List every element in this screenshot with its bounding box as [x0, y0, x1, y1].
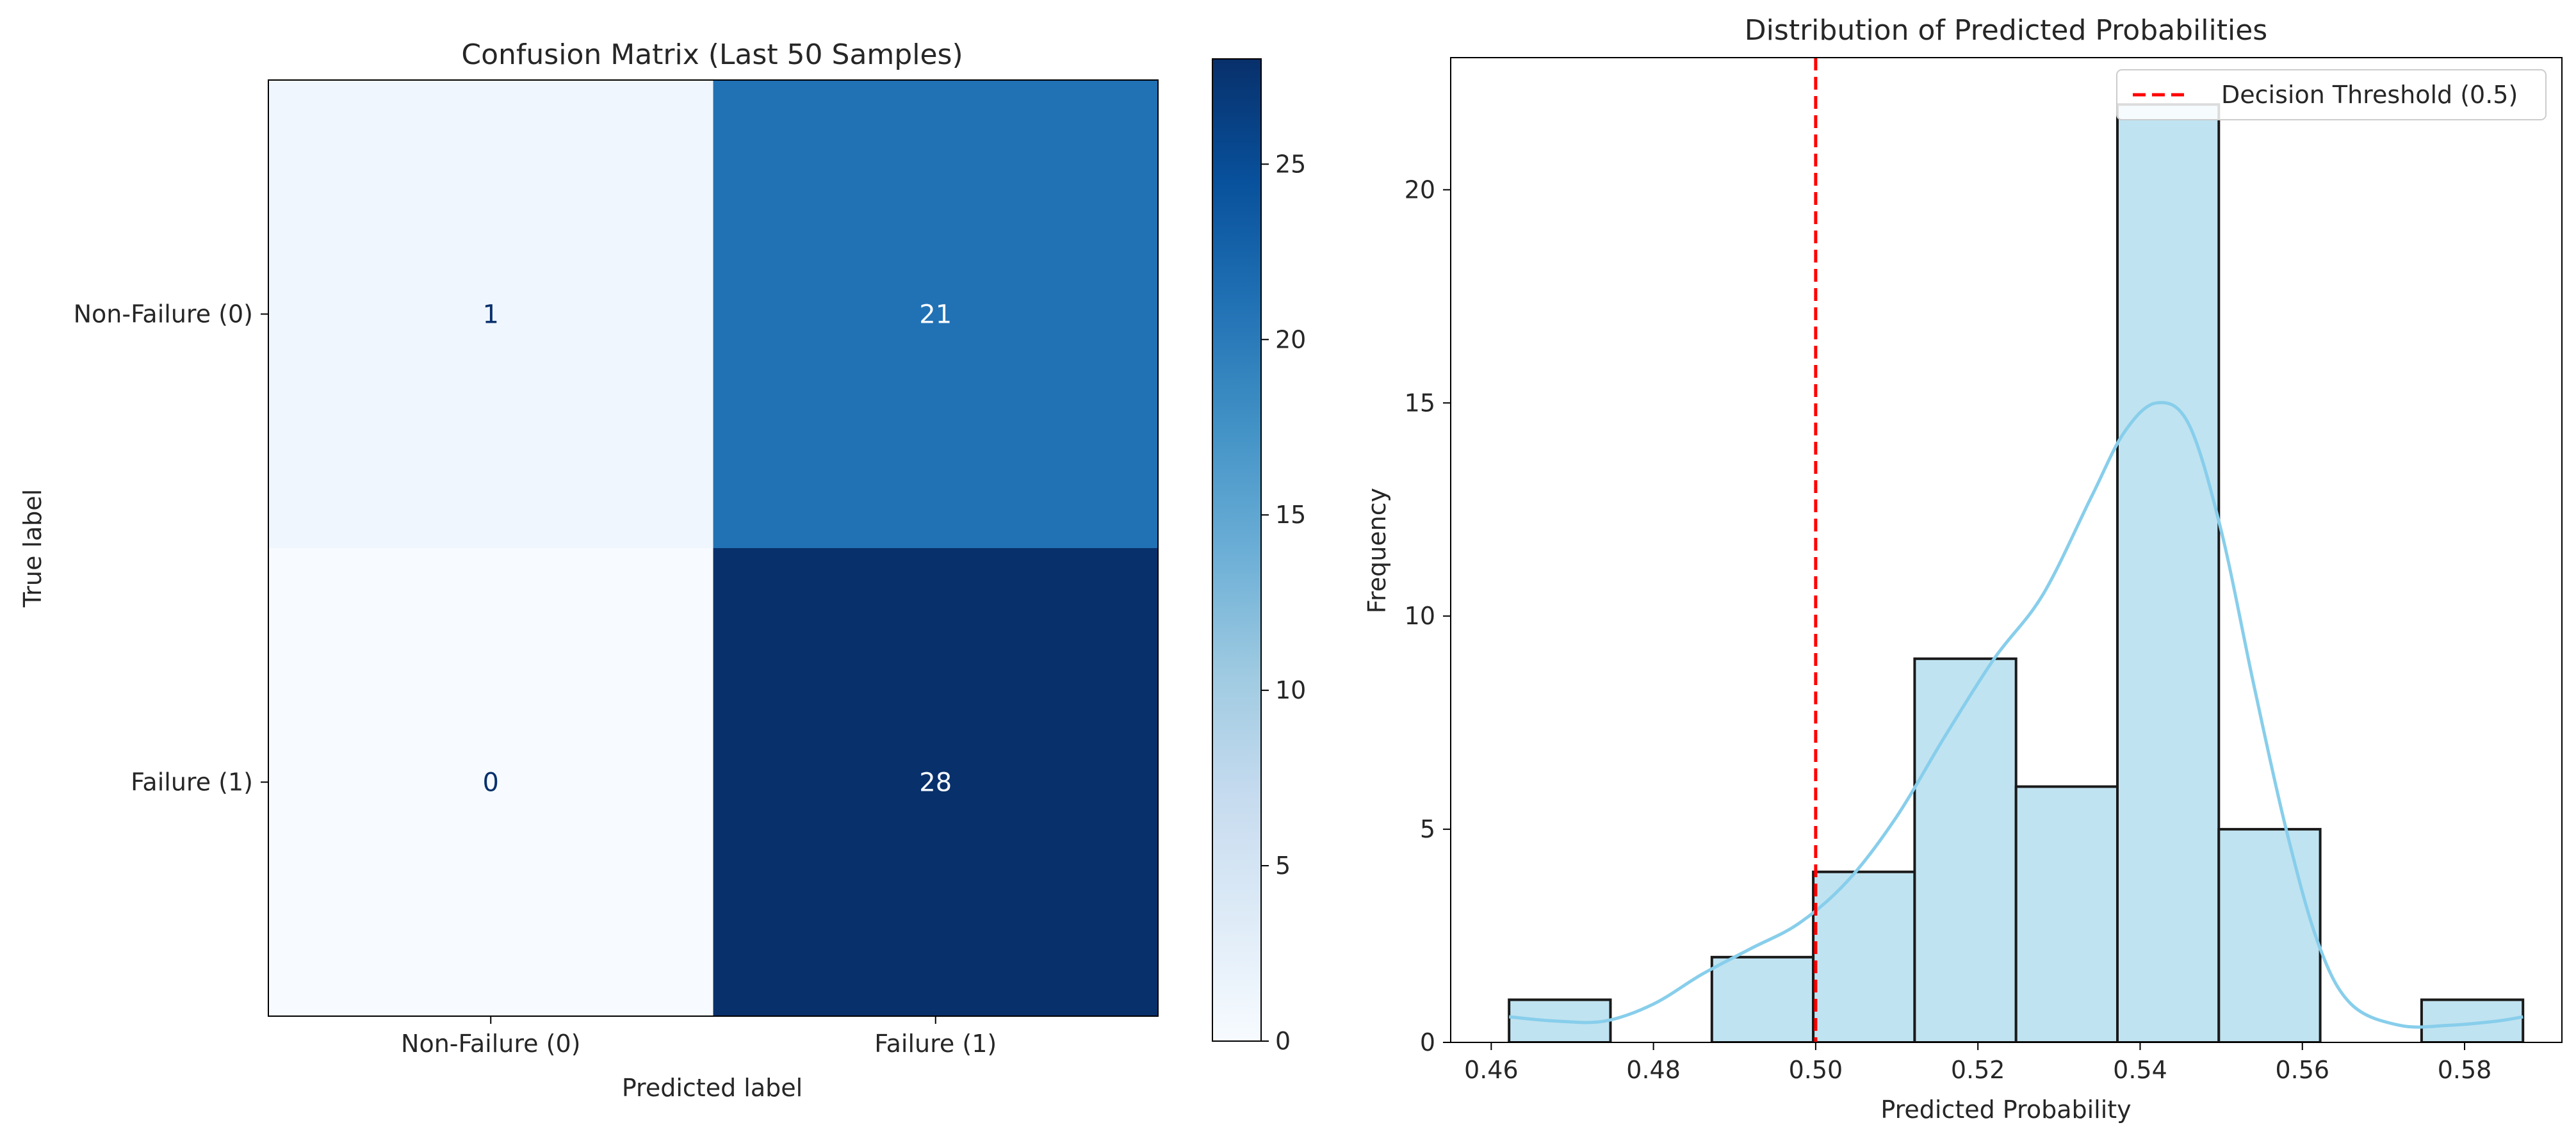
hist-bar	[1710, 955, 1815, 1042]
hist-y-tick-label: 20	[1405, 175, 1435, 204]
cm-cell-1-1	[713, 548, 1159, 1017]
cm-cell-1-0	[268, 548, 713, 1017]
hist-x-tick-label: 0.56	[2275, 1056, 2329, 1084]
cm-cells: 1 21 0 28	[268, 80, 1159, 1017]
hist-bar	[1913, 657, 2018, 1042]
colorbar-tick-label: 10	[1275, 676, 1306, 704]
cm-x-tick-label: Non-Failure (0)	[401, 1030, 580, 1058]
colorbar-tick-label: 0	[1275, 1027, 1291, 1055]
cm-ticks: Non-Failure (0) Failure (1) Non-Failure (0…	[74, 300, 997, 1058]
cm-axes-frame	[268, 79, 1159, 1017]
cm-cell-value: 1	[483, 300, 499, 330]
histogram-chart: Distribution of Predicted Probabilities …	[1363, 14, 2563, 1124]
hist-bar	[1812, 870, 1916, 1042]
colorbar-ticks: 0 5 10 15 20 25	[1261, 150, 1306, 1055]
hist-bars	[1508, 103, 2525, 1042]
cm-y-tick-label: Failure (1)	[131, 768, 253, 797]
hist-x-tick-label: 0.48	[1626, 1056, 1681, 1084]
hist-x-tick-label: 0.52	[1951, 1056, 2005, 1084]
hist-x-tick-label: 0.50	[1789, 1056, 1843, 1084]
hist-x-label: Predicted Probability	[1880, 1096, 2131, 1124]
cm-x-label: Predicted label	[622, 1074, 803, 1102]
cm-y-label: True label	[19, 489, 47, 608]
hist-y-tick-label: 10	[1405, 602, 1435, 630]
colorbar-tick-label: 25	[1275, 150, 1306, 178]
colorbar-tick-label: 20	[1275, 325, 1306, 353]
cm-cell-value: 21	[919, 300, 952, 330]
cm-cell-value: 0	[483, 768, 499, 798]
hist-y-tick-label: 0	[1420, 1028, 1435, 1056]
cm-cell-0-1	[713, 80, 1159, 549]
hist-bar	[2217, 828, 2322, 1042]
confusion-matrix-chart: Confusion Matrix (Last 50 Samples) 1 21 0 2…	[19, 38, 1306, 1102]
cm-x-tick-label: Failure (1)	[874, 1030, 997, 1058]
hist-x-tick-label: 0.58	[2438, 1056, 2492, 1084]
hist-y-tick-label: 15	[1405, 389, 1435, 417]
hist-bar	[2116, 103, 2221, 1042]
hist-y-label: Frequency	[1363, 488, 1391, 613]
hist-y-tick-label: 5	[1420, 815, 1435, 843]
hist-x-tick-label: 0.46	[1464, 1056, 1519, 1084]
legend-box	[2116, 69, 2547, 120]
legend-threshold-label: Decision Threshold (0.5)	[2221, 81, 2518, 109]
cm-cell-0-0	[268, 80, 713, 549]
kde-curve	[1508, 401, 2523, 1029]
cm-colorbar: 0 5 10 15 20 25	[1212, 58, 1306, 1055]
hist-y-ticks: 0 5 10 15 20	[1405, 175, 1451, 1056]
hist-axes-frame	[1450, 57, 2563, 1043]
colorbar-tick-label: 15	[1275, 501, 1306, 529]
hist-legend: Decision Threshold (0.5)	[2116, 69, 2547, 120]
hist-title: Distribution of Predicted Probabilities	[1745, 14, 2267, 47]
colorbar-gradient	[1212, 58, 1262, 1042]
hist-x-tick-label: 0.54	[2113, 1056, 2167, 1084]
hist-bar	[2014, 785, 2119, 1042]
cm-title: Confusion Matrix (Last 50 Samples)	[461, 38, 963, 71]
colorbar-tick-label: 5	[1275, 852, 1291, 880]
cm-y-tick-label: Non-Failure (0)	[74, 300, 253, 328]
hist-x-ticks: 0.46 0.48 0.50 0.52 0.54 0.56 0.58	[1464, 1042, 2491, 1084]
cm-cell-value: 28	[919, 768, 952, 798]
